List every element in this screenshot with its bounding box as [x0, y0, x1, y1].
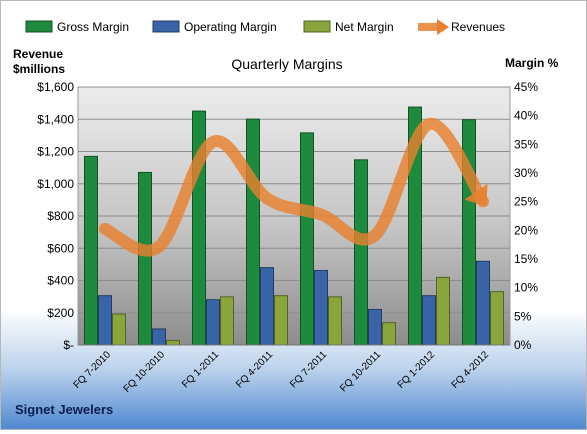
- left-axis-title-line-2: $millions: [13, 62, 65, 76]
- bar-net-margin: [490, 291, 504, 346]
- bar-net-margin: [112, 313, 126, 346]
- legend-arrow-icon: [437, 19, 449, 35]
- left-axis-title-line-1: Revenue: [13, 47, 63, 61]
- right-axis-tick-label: 45%: [514, 80, 538, 94]
- revenues-arrowhead: [464, 183, 488, 207]
- legend-swatch: [303, 20, 331, 33]
- chart-title: Quarterly Margins: [231, 56, 342, 72]
- bar-net-margin: [436, 276, 450, 346]
- right-axis-tick-label: 5%: [514, 309, 532, 323]
- left-axis-tick-label: $1,000: [37, 177, 74, 191]
- company-name: Signet Jewelers: [15, 402, 114, 417]
- bar-operating-margin: [98, 295, 112, 346]
- bar-gross-margin: [246, 118, 260, 346]
- left-axis-tick-label: $200: [47, 306, 74, 320]
- right-axis-title: Margin %: [505, 56, 559, 70]
- left-axis-tick-label: $800: [47, 209, 74, 223]
- revenues-line: [99, 118, 489, 257]
- bar-gross-margin: [138, 171, 152, 346]
- category-tick-label: FQ 1-2012: [396, 349, 438, 391]
- bar-net-margin: [328, 296, 342, 346]
- category-tick-label: FQ 4-2011: [234, 349, 275, 390]
- right-axis-tick-label: 30%: [514, 166, 538, 180]
- bar-operating-margin: [314, 269, 328, 346]
- category-tick-label: FQ 7-2011: [288, 349, 329, 390]
- right-axis-tick-label: 10%: [514, 281, 538, 295]
- bar-gross-margin: [354, 159, 368, 346]
- right-axis-tick-label: 35%: [514, 137, 538, 151]
- left-axis-tick-label: $1,400: [37, 112, 74, 126]
- left-axis-tick-label: $1,200: [37, 145, 74, 159]
- category-tick-label: FQ 1-2011: [180, 349, 221, 390]
- bar-operating-margin: [152, 328, 166, 346]
- bar-net-margin: [274, 295, 288, 346]
- legend-label: Revenues: [451, 20, 505, 34]
- bar-operating-margin: [476, 260, 490, 346]
- left-axis-tick-label: $-: [63, 338, 74, 352]
- legend-label: Net Margin: [335, 20, 394, 34]
- left-axis-tick-label: $400: [47, 274, 74, 288]
- right-axis-tick-label: 40%: [514, 109, 538, 123]
- legend-swatch: [25, 20, 53, 33]
- left-axis-tick-label: $600: [47, 241, 74, 255]
- bar-net-margin: [166, 339, 180, 346]
- category-tick-label: FQ 10-2010: [122, 349, 168, 395]
- bar-operating-margin: [368, 308, 382, 346]
- category-tick-label: FQ 4-2012: [450, 349, 492, 391]
- bar-operating-margin: [422, 295, 436, 346]
- right-axis-tick-label: 20%: [514, 223, 538, 237]
- left-axis-tick-label: $1,600: [37, 80, 74, 94]
- right-axis-tick-label: 0%: [514, 338, 532, 352]
- bar-operating-margin: [206, 299, 220, 346]
- bar-gross-margin: [84, 155, 98, 346]
- bar-operating-margin: [260, 267, 274, 346]
- bar-gross-margin: [300, 132, 314, 346]
- legend-label: Operating Margin: [184, 20, 277, 34]
- bar-net-margin: [382, 322, 396, 346]
- bar-net-margin: [220, 296, 234, 346]
- right-axis-tick-label: 15%: [514, 252, 538, 266]
- category-tick-label: FQ 7-2010: [72, 349, 114, 391]
- legend-label: Gross Margin: [57, 20, 129, 34]
- right-axis-tick-label: 25%: [514, 195, 538, 209]
- legend-swatch: [152, 20, 180, 33]
- category-tick-label: FQ 10-2011: [338, 349, 383, 394]
